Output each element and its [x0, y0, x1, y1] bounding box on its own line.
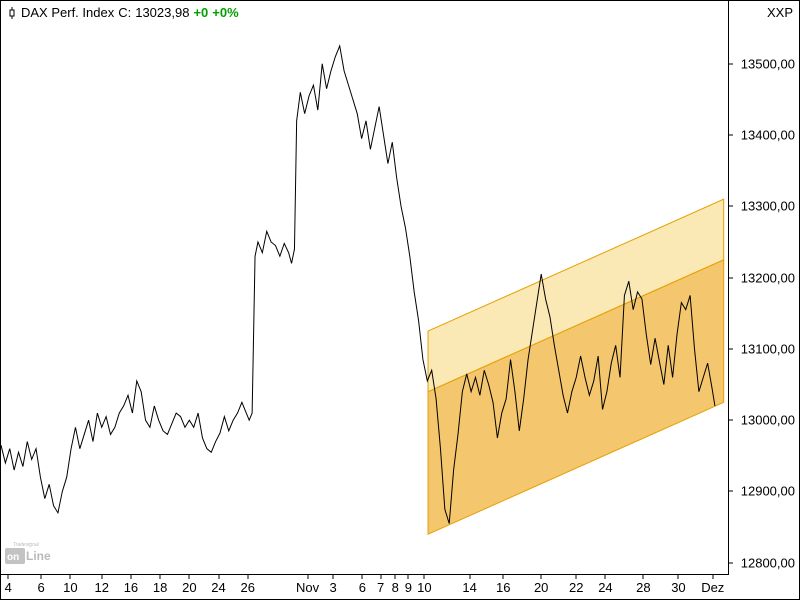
y-tick	[729, 63, 733, 64]
watermark-logo: Tradesignal on Line	[5, 538, 61, 571]
chart-header: DAX Perf. Index C: 13023,98 +0 +0%	[7, 5, 239, 20]
x-tick	[247, 575, 248, 579]
x-tick	[678, 575, 679, 579]
change-pct: +0%	[212, 5, 238, 20]
x-tick	[41, 575, 42, 579]
x-axis-label: Dez	[701, 580, 724, 595]
x-tick	[503, 575, 504, 579]
x-tick	[424, 575, 425, 579]
x-axis-label: 7	[377, 580, 384, 595]
x-axis-label: 18	[153, 580, 167, 595]
x-tick	[218, 575, 219, 579]
x-axis-label: 20	[534, 580, 548, 595]
x-axis-label: 8	[392, 580, 399, 595]
x-axis-label: 30	[671, 580, 685, 595]
x-tick	[576, 575, 577, 579]
trend-channel	[428, 260, 724, 534]
exchange-code: XXP	[767, 5, 793, 20]
chart-container: DAX Perf. Index C: 13023,98 +0 +0% XXP 12…	[0, 0, 800, 600]
x-axis-label: 22	[569, 580, 583, 595]
instrument-title: DAX Perf. Index	[21, 5, 114, 20]
y-tick	[729, 491, 733, 492]
x-axis-label: 24	[211, 580, 225, 595]
x-axis-label: 10	[417, 580, 431, 595]
y-tick	[729, 562, 733, 563]
x-tick	[712, 575, 713, 579]
x-tick	[643, 575, 644, 579]
x-tick	[469, 575, 470, 579]
x-tick	[541, 575, 542, 579]
x-axis-label: 3	[330, 580, 337, 595]
x-tick	[380, 575, 381, 579]
x-axis-label: 26	[241, 580, 255, 595]
y-axis-label: 13500,00	[741, 56, 795, 71]
candle-icon	[7, 7, 17, 19]
x-axis-label: 16	[124, 580, 138, 595]
y-tick	[729, 277, 733, 278]
y-tick	[729, 135, 733, 136]
change-abs: +0	[193, 5, 208, 20]
x-axis-label: 9	[405, 580, 412, 595]
close-value: 13023,98	[135, 5, 189, 20]
y-axis-line	[728, 1, 729, 575]
watermark-line2b: Line	[26, 549, 51, 563]
price-line	[1, 46, 715, 524]
watermark-on: on	[7, 552, 19, 563]
watermark-line1: Tradesignal	[13, 542, 40, 548]
trend-channel	[428, 199, 724, 391]
x-tick	[8, 575, 9, 579]
x-axis-label: 20	[182, 580, 196, 595]
x-axis-label: 16	[496, 580, 510, 595]
x-axis-label: 10	[63, 580, 77, 595]
y-tick	[729, 206, 733, 207]
x-axis-label: 14	[462, 580, 476, 595]
chart-plot	[1, 1, 800, 601]
x-axis-label: 24	[598, 580, 612, 595]
x-axis-label: 6	[38, 580, 45, 595]
x-tick	[333, 575, 334, 579]
y-axis-label: 12900,00	[741, 484, 795, 499]
y-axis-label: 12800,00	[741, 555, 795, 570]
x-tick	[189, 575, 190, 579]
x-tick	[101, 575, 102, 579]
y-axis-label: 13100,00	[741, 341, 795, 356]
x-axis-label: 12	[95, 580, 109, 595]
y-tick	[729, 348, 733, 349]
x-tick	[307, 575, 308, 579]
x-tick	[408, 575, 409, 579]
x-tick	[70, 575, 71, 579]
x-tick	[395, 575, 396, 579]
x-tick	[160, 575, 161, 579]
x-tick	[130, 575, 131, 579]
y-axis-label: 13300,00	[741, 199, 795, 214]
x-axis-label: 6	[359, 580, 366, 595]
y-axis-label: 13400,00	[741, 128, 795, 143]
x-axis-label: 4	[5, 580, 12, 595]
y-tick	[729, 420, 733, 421]
y-axis-label: 13000,00	[741, 413, 795, 428]
x-tick	[362, 575, 363, 579]
x-tick	[605, 575, 606, 579]
x-axis-label: 28	[636, 580, 650, 595]
y-axis-label: 13200,00	[741, 270, 795, 285]
close-prefix: C:	[118, 5, 131, 20]
x-axis-label: Nov	[296, 580, 319, 595]
x-axis-line	[1, 574, 729, 575]
